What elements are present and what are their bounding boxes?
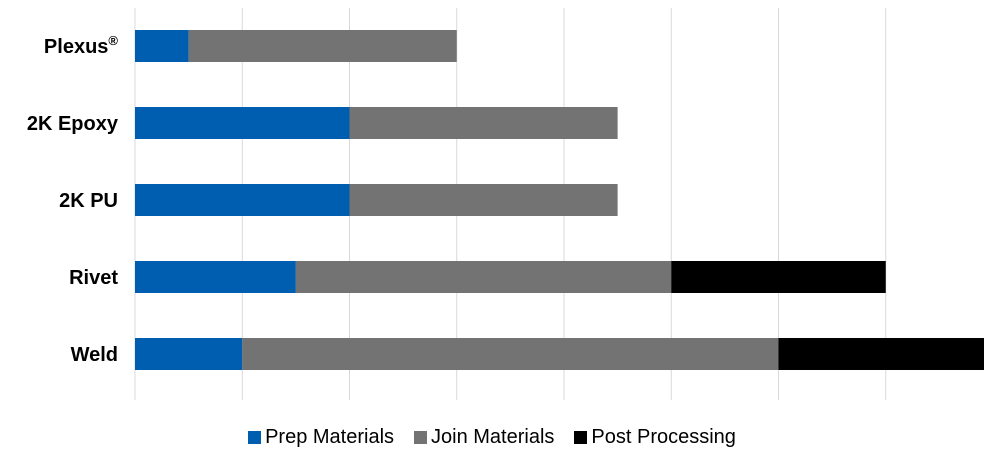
bar-join-materials-1 bbox=[349, 107, 618, 139]
bar-join-materials-0 bbox=[188, 30, 457, 62]
legend: Prep Materials Join Materials Post Proce… bbox=[0, 426, 984, 449]
legend-label-prep: Prep Materials bbox=[265, 426, 395, 448]
bar-post-processing-4 bbox=[778, 338, 984, 370]
legend-item-join: Join Materials bbox=[414, 426, 554, 449]
bar-join-materials-2 bbox=[349, 184, 618, 216]
category-label: Weld bbox=[71, 344, 118, 366]
category-label: Rivet bbox=[69, 267, 118, 289]
legend-label-post: Post Processing bbox=[591, 426, 736, 448]
category-labels: Plexus® 2K Epoxy 2K PU Rivet Weld bbox=[27, 33, 119, 366]
category-label: 2K Epoxy bbox=[27, 113, 119, 135]
bar-prep-materials-1 bbox=[135, 107, 350, 139]
category-label: 2K PU bbox=[59, 190, 118, 212]
legend-label-join: Join Materials bbox=[431, 426, 555, 448]
bar-post-processing-3 bbox=[671, 261, 886, 293]
bar-join-materials-4 bbox=[242, 338, 779, 370]
legend-item-prep: Prep Materials bbox=[248, 426, 394, 449]
category-label: Plexus® bbox=[44, 33, 118, 58]
legend-swatch-prep bbox=[248, 431, 262, 444]
legend-swatch-join bbox=[414, 431, 428, 444]
legend-swatch-post bbox=[574, 431, 588, 444]
bar-prep-materials-2 bbox=[135, 184, 350, 216]
bars bbox=[135, 30, 984, 370]
bar-join-materials-3 bbox=[295, 261, 672, 293]
legend-item-post: Post Processing bbox=[574, 426, 736, 449]
bar-prep-materials-0 bbox=[135, 30, 189, 62]
bar-prep-materials-4 bbox=[135, 338, 243, 370]
bar-prep-materials-3 bbox=[135, 261, 296, 293]
